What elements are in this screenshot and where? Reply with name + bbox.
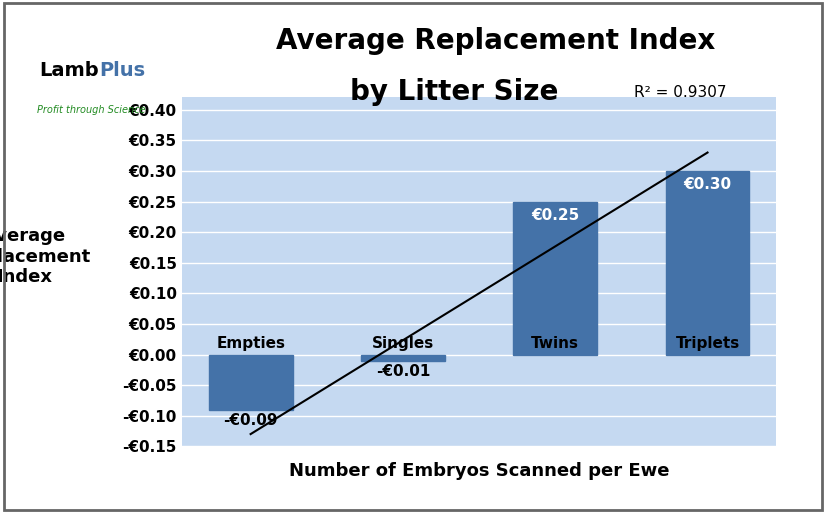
Text: -€0.09: -€0.09 (223, 412, 278, 428)
Text: Profit through Science: Profit through Science (36, 105, 145, 115)
X-axis label: Number of Embryos Scanned per Ewe: Number of Embryos Scanned per Ewe (289, 462, 669, 480)
Text: Empties: Empties (216, 337, 285, 351)
Text: by Litter Size: by Litter Size (350, 78, 558, 106)
Text: Plus: Plus (99, 61, 145, 80)
Text: Average
Replacement
Index: Average Replacement Index (0, 227, 91, 286)
Text: Singles: Singles (372, 337, 434, 351)
Text: R² = 0.9307: R² = 0.9307 (634, 85, 727, 100)
Text: -€0.01: -€0.01 (376, 364, 430, 379)
Text: Triplets: Triplets (676, 337, 739, 351)
Bar (513, 202, 597, 354)
Text: Twins: Twins (531, 337, 579, 351)
Bar (666, 171, 749, 354)
Bar (361, 354, 445, 361)
Text: Lamb: Lamb (40, 61, 99, 80)
Text: €0.25: €0.25 (531, 208, 579, 223)
Text: Average Replacement Index: Average Replacement Index (276, 27, 715, 55)
Bar (209, 354, 292, 409)
Text: €0.30: €0.30 (683, 177, 732, 192)
